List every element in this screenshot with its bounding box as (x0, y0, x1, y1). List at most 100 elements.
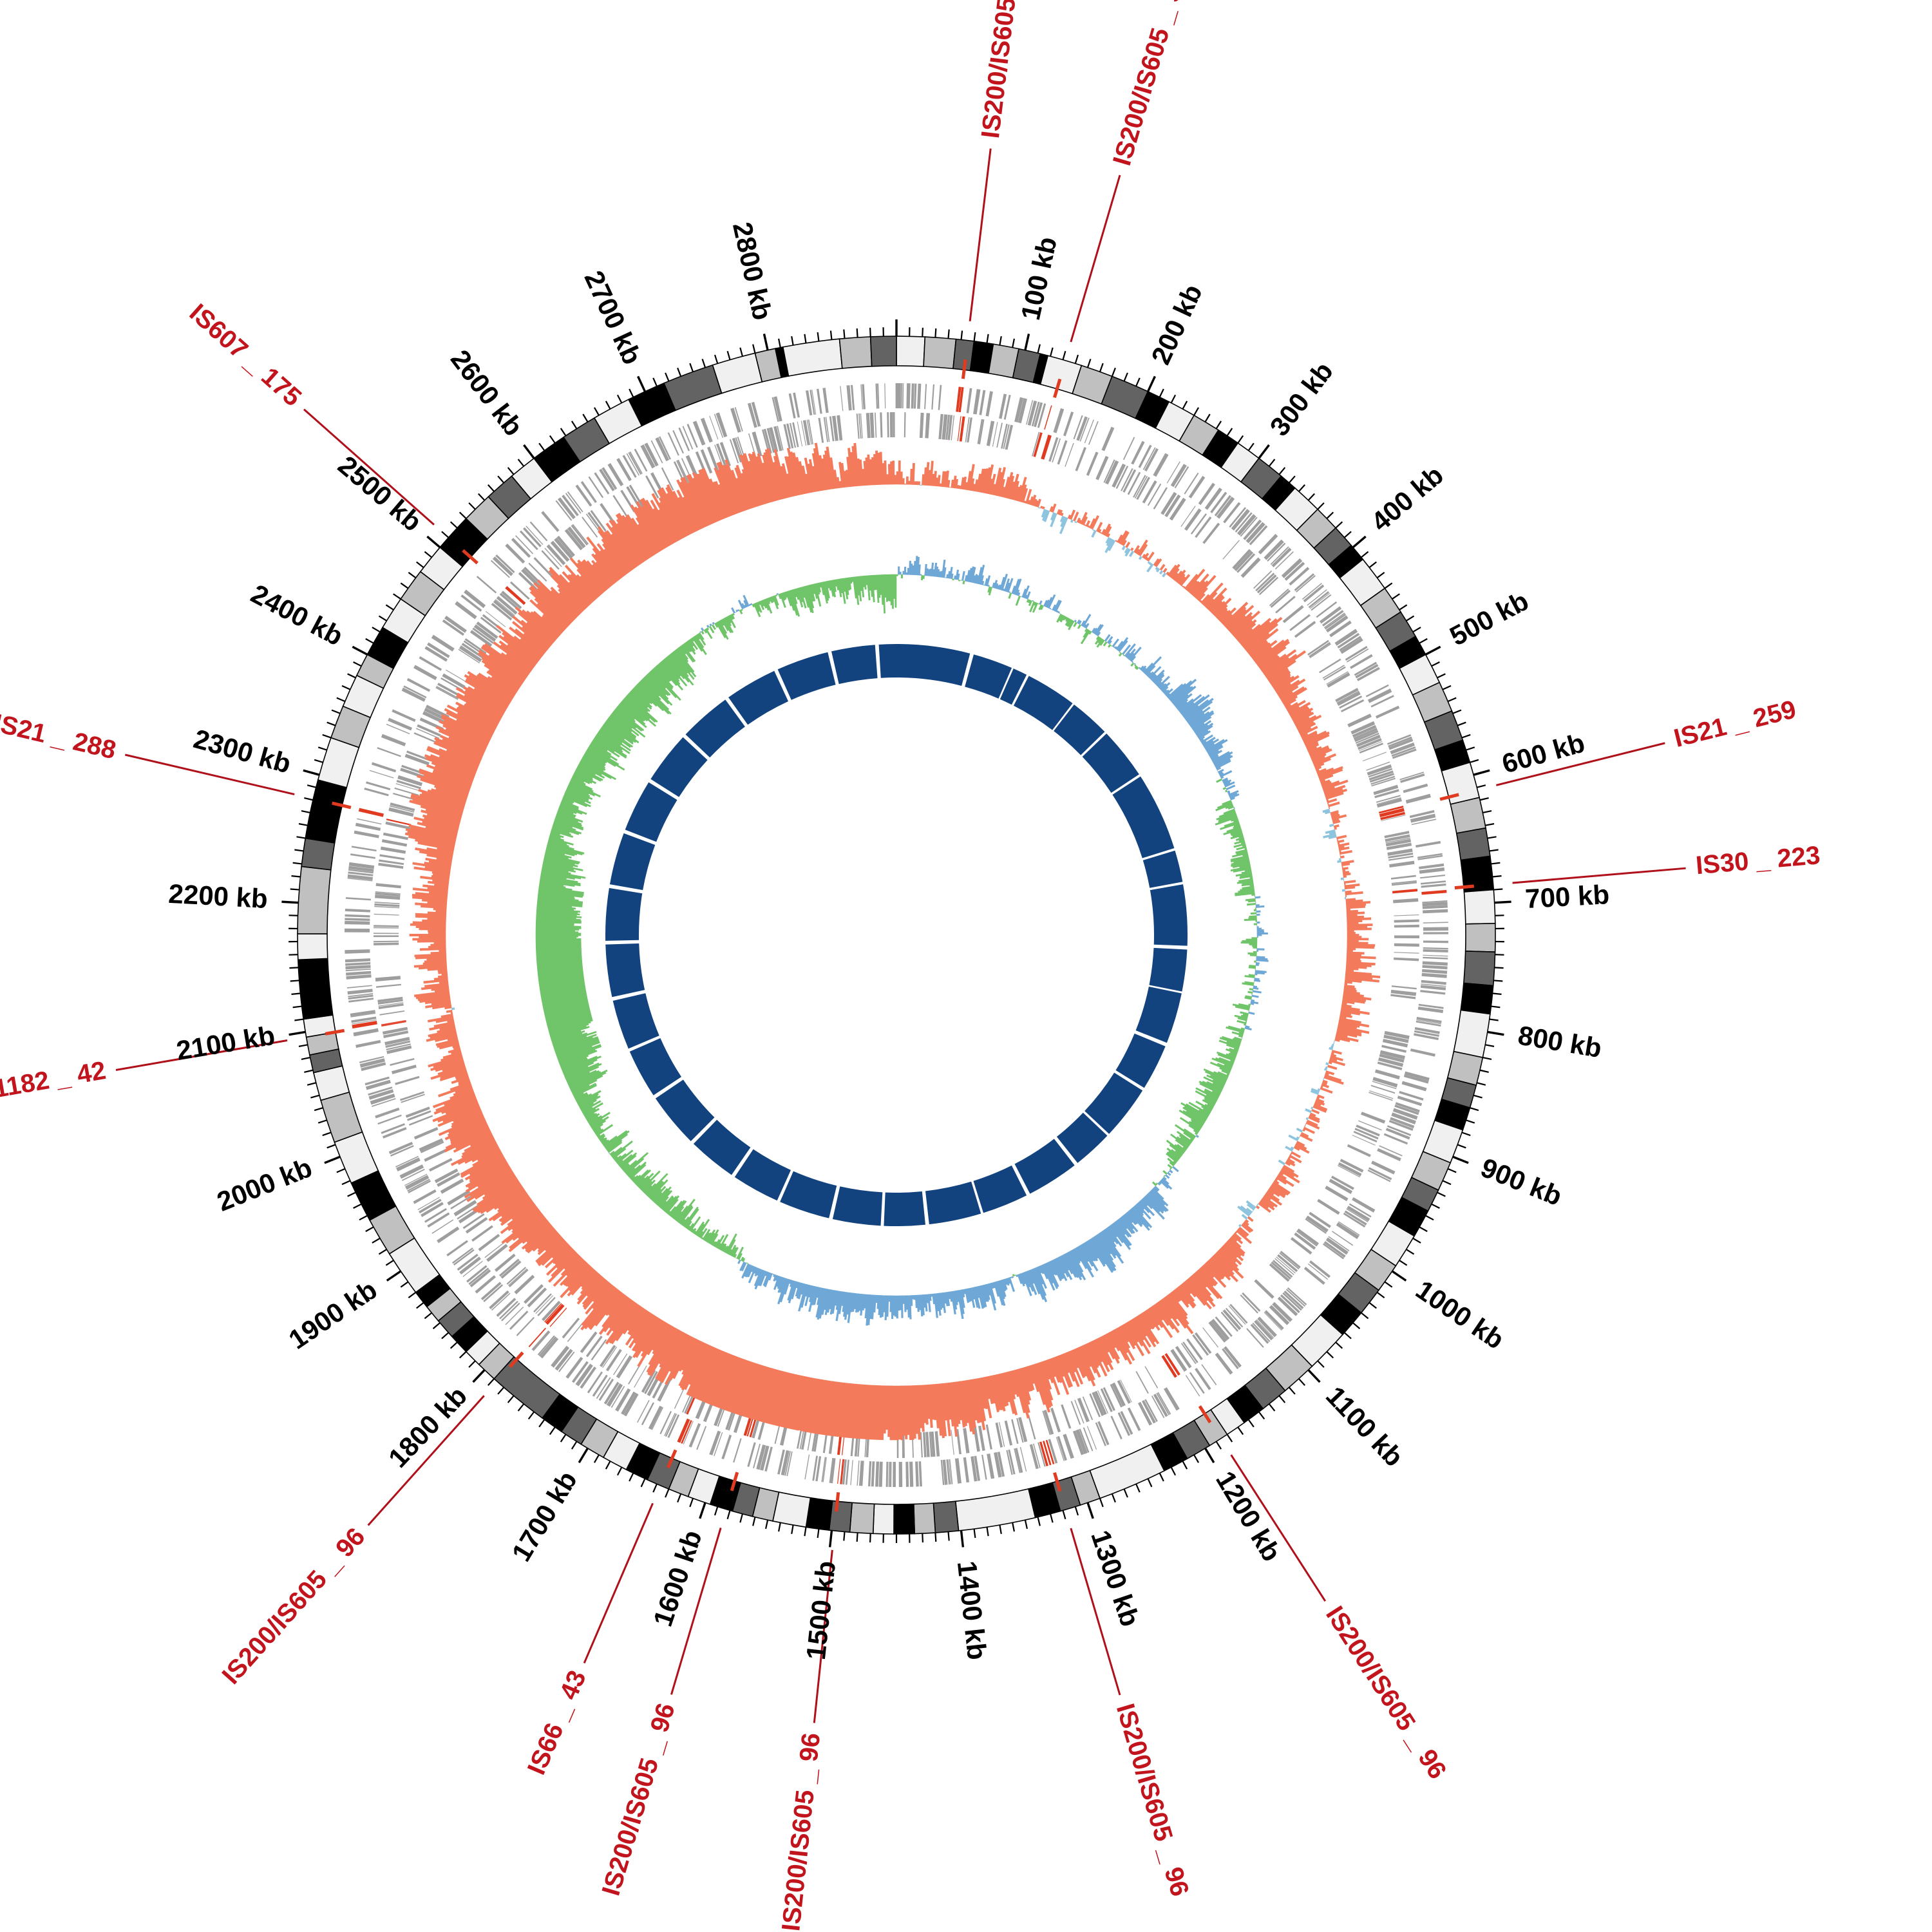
contig-segment (1013, 676, 1073, 730)
gene-feature (1350, 721, 1376, 735)
gene-feature (1358, 1120, 1382, 1131)
gene-feature (1361, 1112, 1386, 1124)
is-leader-line (813, 1549, 833, 1723)
gene-feature (1421, 883, 1446, 888)
minor-tick (538, 442, 545, 451)
minor-tick (934, 328, 937, 338)
gene-feature (1103, 1387, 1115, 1411)
gene-feature (1378, 806, 1404, 814)
ideogram-band (1463, 889, 1496, 925)
gene-feature (1347, 1206, 1370, 1222)
gene-feature (550, 540, 570, 562)
minor-tick (1099, 1498, 1104, 1508)
major-tick (1146, 375, 1156, 392)
gene-feature (562, 495, 579, 516)
gene-feature (1388, 1119, 1414, 1131)
gene-feature (571, 1361, 589, 1383)
gene-feature (599, 468, 615, 491)
minor-tick (1215, 421, 1222, 430)
gene-feature (396, 779, 421, 790)
gene-feature (381, 1020, 406, 1026)
minor-tick (1326, 511, 1334, 519)
gene-feature (496, 596, 518, 615)
gene-feature (1033, 432, 1043, 457)
minor-tick (527, 1411, 535, 1420)
gene-feature (1240, 557, 1261, 578)
minor-tick (365, 638, 374, 644)
gene-feature (404, 1175, 430, 1190)
gene-feature (1391, 746, 1416, 757)
minor-tick (616, 394, 623, 404)
minor-tick (1491, 862, 1501, 865)
gene-feature (1322, 665, 1345, 679)
gene-feature (1420, 985, 1446, 990)
gene-feature (1350, 654, 1373, 669)
contig-segment (612, 993, 659, 1049)
ideogram-band-ring (297, 336, 1496, 1535)
gene-feature (1423, 922, 1448, 923)
gene-feature (348, 869, 374, 874)
minor-tick (571, 421, 578, 430)
gene-feature (1243, 519, 1262, 540)
gene-feature (1003, 394, 1011, 420)
gene-feature (359, 1056, 384, 1063)
gene-feature (1285, 1289, 1306, 1307)
gene-feature (457, 1204, 479, 1220)
gene-feature (1103, 459, 1115, 483)
gene-feature (386, 1043, 411, 1050)
gene-feature (997, 1452, 1005, 1477)
gene-feature (1195, 516, 1212, 538)
gene-feature (715, 412, 728, 438)
gene-feature (377, 1114, 402, 1125)
gene-feature (501, 591, 522, 609)
gene-feature (664, 1412, 676, 1436)
gene-feature (585, 1335, 603, 1358)
minor-tick (973, 1529, 976, 1539)
minor-tick (594, 1454, 600, 1463)
gene-feature (345, 968, 371, 972)
gene-feature (478, 1233, 500, 1251)
minor-tick (290, 980, 299, 982)
gene-feature (408, 1115, 433, 1126)
gene-feature (1258, 533, 1278, 554)
gene-feature (613, 1353, 628, 1376)
gene-feature (1122, 437, 1135, 460)
minor-tick (1298, 484, 1306, 492)
minor-tick (517, 1403, 525, 1412)
minor-tick (424, 1312, 433, 1320)
gene-feature (1048, 1439, 1058, 1464)
minor-tick (549, 435, 556, 444)
gene-feature (659, 1410, 672, 1435)
gene-feature (840, 1459, 845, 1484)
gene-feature (359, 1058, 385, 1068)
is-marker (462, 549, 478, 565)
gene-feature (464, 638, 487, 654)
minor-tick (1258, 1411, 1265, 1420)
is-marker (961, 359, 967, 379)
gene-feature (419, 1138, 444, 1152)
major-tick (523, 444, 535, 459)
minor-tick (296, 836, 306, 839)
gene-feature (685, 455, 699, 480)
minor-tick (1317, 502, 1325, 510)
gene-feature (777, 426, 784, 451)
gene-feature (345, 949, 370, 954)
gene-feature (889, 412, 893, 438)
gene-feature (1229, 1303, 1248, 1324)
gene-feature (985, 391, 993, 417)
gene-feature (413, 1127, 439, 1140)
gene-feature (1279, 1252, 1300, 1270)
gene-feature (1373, 784, 1399, 795)
gene-feature (1409, 810, 1435, 819)
gene-feature (491, 1293, 511, 1311)
gene-feature (1056, 1437, 1065, 1461)
gene-feature (1283, 1290, 1304, 1309)
gene-feature (352, 1021, 377, 1029)
gene-feature (345, 971, 372, 976)
gene-feature (1031, 401, 1040, 427)
minor-tick (677, 1493, 682, 1503)
gene-feature (963, 1457, 970, 1483)
gene-feature (973, 1426, 980, 1452)
contig-segment (650, 737, 708, 797)
minor-tick (856, 328, 858, 338)
